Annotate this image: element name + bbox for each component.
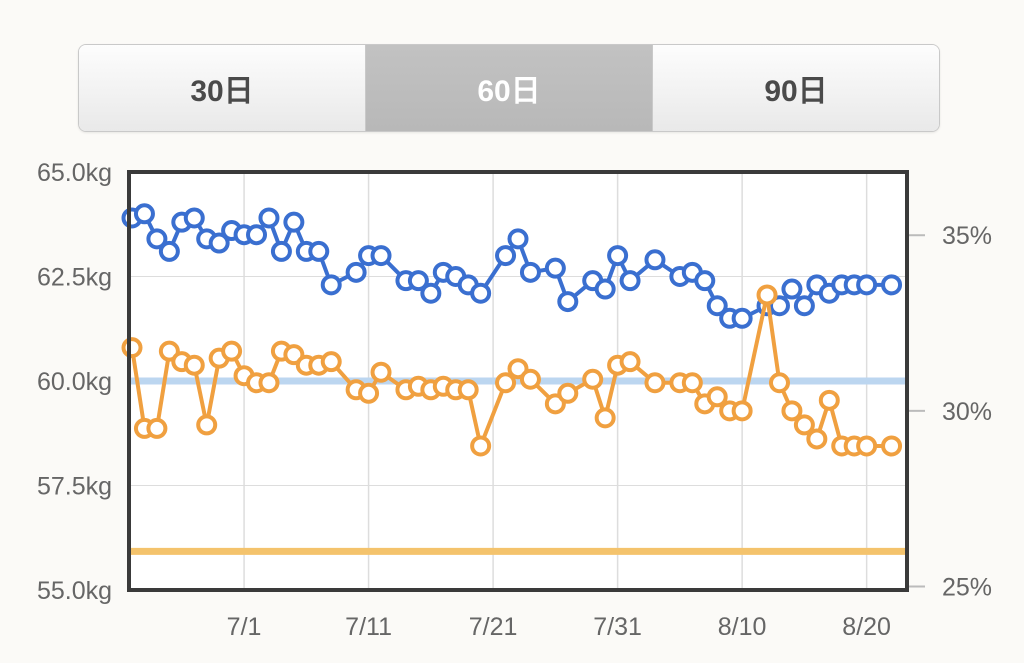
body-fat-data-point xyxy=(121,337,143,359)
body-fat-data-point xyxy=(470,435,492,457)
body-fat-data-point xyxy=(681,372,703,394)
body-fat-data-point xyxy=(806,428,828,450)
body-fat-data-point xyxy=(457,379,479,401)
weight-data-point xyxy=(246,224,268,246)
weight-data-point xyxy=(420,282,442,304)
body-fat-data-point xyxy=(370,361,392,383)
body-fat-data-point xyxy=(519,368,541,390)
weight-data-point xyxy=(495,245,517,267)
x-axis-tick-label: 7/21 xyxy=(469,613,518,641)
body-fat-data-point xyxy=(731,400,753,422)
weight-data-point xyxy=(694,270,716,292)
weight-data-point xyxy=(183,207,205,229)
weight-data-point xyxy=(270,240,292,262)
weight-data-point xyxy=(308,240,330,262)
body-fat-data-point xyxy=(768,372,790,394)
x-axis-tick-label: 8/20 xyxy=(842,613,891,641)
body-fat-data-point xyxy=(557,382,579,404)
x-axis-tick-label: 7/31 xyxy=(593,613,642,641)
body-fat-data-point xyxy=(644,372,666,394)
weight-data-point xyxy=(258,207,280,229)
weight-data-point xyxy=(544,257,566,279)
weight-data-point xyxy=(345,261,367,283)
body-fat-data-point xyxy=(856,435,878,457)
body-fat-data-point xyxy=(196,414,218,436)
weight-data-point xyxy=(146,228,168,250)
weight-data-point xyxy=(607,245,629,267)
left-axis-tick-label: 57.5kg xyxy=(37,473,112,501)
range-tab-60-days[interactable]: 60日 xyxy=(366,45,653,131)
weight-data-point xyxy=(594,278,616,300)
left-axis-tick-label: 65.0kg xyxy=(37,159,112,187)
weight-data-point xyxy=(407,270,429,292)
weight-data-point xyxy=(158,240,180,262)
body-fat-data-point xyxy=(594,407,616,429)
body-fat-data-point xyxy=(619,351,641,373)
weight-data-point xyxy=(644,249,666,271)
body-fat-data-point xyxy=(756,284,778,306)
weight-data-point xyxy=(881,274,903,296)
x-axis-tick-label: 7/11 xyxy=(345,613,392,641)
body-fat-data-point xyxy=(881,435,903,457)
weight-data-point xyxy=(507,228,529,250)
range-tab-30-days[interactable]: 30日 xyxy=(79,45,366,131)
x-axis-tick-label: 7/1 xyxy=(227,613,262,641)
body-fat-data-point xyxy=(320,351,342,373)
range-segmented-control: 30日 60日 90日 xyxy=(78,44,940,132)
weight-data-point xyxy=(557,291,579,313)
body-fat-data-point xyxy=(706,386,728,408)
weight-data-point xyxy=(370,245,392,267)
right-axis-tick-label: 30% xyxy=(942,398,992,426)
weight-data-point xyxy=(856,274,878,296)
right-axis-tick-label: 35% xyxy=(942,222,992,250)
right-axis-tick-label: 25% xyxy=(942,573,992,601)
body-fat-data-point xyxy=(582,368,604,390)
weight-data-point xyxy=(619,270,641,292)
range-tab-90-days[interactable]: 90日 xyxy=(653,45,939,131)
weight-data-point xyxy=(208,232,230,254)
plot-frame xyxy=(127,170,909,592)
weight-data-point xyxy=(781,278,803,300)
body-fat-data-point xyxy=(258,372,280,394)
body-fat-data-point xyxy=(495,372,517,394)
weight-data-point xyxy=(320,274,342,296)
body-fat-data-point xyxy=(358,382,380,404)
weight-data-point xyxy=(470,282,492,304)
body-fat-data-point xyxy=(146,417,168,439)
weight-data-point xyxy=(283,211,305,233)
weight-data-point xyxy=(133,203,155,225)
weight-data-point xyxy=(731,307,753,329)
weight-data-point xyxy=(706,295,728,317)
left-axis-tick-label: 62.5kg xyxy=(37,264,112,292)
body-fat-data-point xyxy=(818,389,840,411)
body-fat-data-point xyxy=(221,340,243,362)
body-fat-data-point xyxy=(781,400,803,422)
weight-data-point xyxy=(793,295,815,317)
x-axis-tick-label: 8/10 xyxy=(718,613,767,641)
body-fat-data-point xyxy=(793,414,815,436)
left-axis-tick-label: 55.0kg xyxy=(37,577,112,605)
weight-data-point xyxy=(768,295,790,317)
body-fat-data-point xyxy=(183,354,205,376)
left-axis-tick-label: 60.0kg xyxy=(37,368,112,396)
weight-data-point xyxy=(519,261,541,283)
